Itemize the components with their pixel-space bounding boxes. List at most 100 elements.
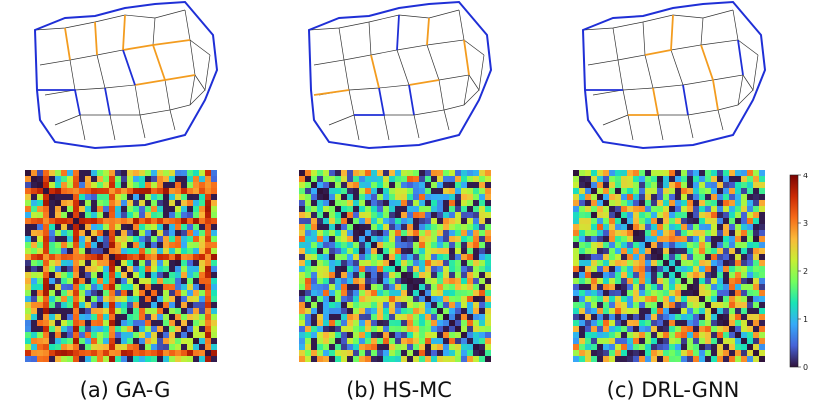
heatmap-cell bbox=[323, 182, 329, 188]
heatmap-cell bbox=[317, 284, 323, 290]
heatmap-cell bbox=[61, 338, 67, 344]
heatmap-cell bbox=[395, 230, 401, 236]
mesh-cut-edges bbox=[628, 14, 719, 116]
heatmap-cell bbox=[407, 326, 413, 332]
heatmap-cell bbox=[127, 212, 133, 218]
heatmap-cell bbox=[163, 224, 169, 230]
heatmap-cell bbox=[485, 326, 491, 332]
heatmap-cell bbox=[699, 176, 705, 182]
heatmap-cell bbox=[639, 176, 645, 182]
heatmap-cell bbox=[115, 224, 121, 230]
heatmap-cell bbox=[55, 182, 61, 188]
heatmap-cell bbox=[37, 350, 43, 356]
heatmap-cell bbox=[413, 182, 419, 188]
heatmap-cell bbox=[717, 176, 723, 182]
heatmap-cell bbox=[597, 302, 603, 308]
heatmap-cell bbox=[741, 212, 747, 218]
heatmap-cell bbox=[127, 350, 133, 356]
heatmap-cell bbox=[329, 212, 335, 218]
heatmap-cell bbox=[603, 284, 609, 290]
heatmap-cell bbox=[187, 176, 193, 182]
heatmap-cell bbox=[413, 194, 419, 200]
heatmap-cell bbox=[675, 236, 681, 242]
heatmap-cell bbox=[199, 188, 205, 194]
heatmap-cell bbox=[705, 350, 711, 356]
heatmap-cell bbox=[205, 272, 211, 278]
heatmap-cell bbox=[741, 188, 747, 194]
heatmap-cell bbox=[163, 218, 169, 224]
heatmap-cell bbox=[759, 260, 765, 266]
heatmap-cell bbox=[103, 188, 109, 194]
heatmap-cell bbox=[49, 260, 55, 266]
heatmap-cell bbox=[359, 212, 365, 218]
heatmap-cell bbox=[419, 176, 425, 182]
heatmap-cell bbox=[729, 254, 735, 260]
heatmap-cell bbox=[317, 170, 323, 176]
heatmap-cell bbox=[633, 182, 639, 188]
heatmap-cell bbox=[657, 344, 663, 350]
heatmap-cell bbox=[609, 170, 615, 176]
heatmap-cell bbox=[473, 308, 479, 314]
heatmap-cell bbox=[121, 320, 127, 326]
heatmap-cell bbox=[699, 344, 705, 350]
heatmap-cell bbox=[633, 296, 639, 302]
heatmap-cell bbox=[115, 308, 121, 314]
heatmap-cell bbox=[639, 212, 645, 218]
heatmap-cell bbox=[585, 242, 591, 248]
heatmap-cell bbox=[311, 242, 317, 248]
heatmap-cell bbox=[67, 206, 73, 212]
heatmap-cell bbox=[139, 260, 145, 266]
heatmap-cell bbox=[353, 302, 359, 308]
heatmap-cell bbox=[753, 332, 759, 338]
heatmap-cell bbox=[61, 170, 67, 176]
heatmap-cell bbox=[657, 242, 663, 248]
heatmap-cell bbox=[25, 356, 31, 362]
heatmap-cell bbox=[311, 332, 317, 338]
heatmap-cell bbox=[693, 170, 699, 176]
heatmap-cell bbox=[609, 344, 615, 350]
heatmap-cell bbox=[485, 242, 491, 248]
heatmap-cell bbox=[723, 176, 729, 182]
heatmap-cell bbox=[753, 212, 759, 218]
heatmap-cell bbox=[431, 206, 437, 212]
heatmap-cell bbox=[591, 230, 597, 236]
heatmap-cell bbox=[91, 224, 97, 230]
heatmap-cell bbox=[383, 302, 389, 308]
heatmap-cell bbox=[579, 170, 585, 176]
heatmap-cell bbox=[687, 344, 693, 350]
heatmap-cell bbox=[299, 188, 305, 194]
heatmap-cell bbox=[193, 248, 199, 254]
heatmap-cell bbox=[407, 338, 413, 344]
heatmap-cell bbox=[615, 242, 621, 248]
heatmap-cell bbox=[609, 206, 615, 212]
heatmap-cell bbox=[479, 314, 485, 320]
heatmap-cell bbox=[211, 338, 217, 344]
heatmap-cell bbox=[169, 206, 175, 212]
heatmap-cell bbox=[479, 326, 485, 332]
heatmap-cell bbox=[735, 188, 741, 194]
heatmap-cell bbox=[175, 302, 181, 308]
heatmap-cell bbox=[591, 302, 597, 308]
heatmap-cell bbox=[151, 278, 157, 284]
heatmap-cell bbox=[431, 230, 437, 236]
heatmap-cell bbox=[585, 206, 591, 212]
heatmap-cell bbox=[663, 200, 669, 206]
heatmap-cell bbox=[645, 278, 651, 284]
heatmap-cell bbox=[365, 308, 371, 314]
heatmap-cell bbox=[37, 278, 43, 284]
heatmap-cell bbox=[127, 344, 133, 350]
heatmap-cell bbox=[699, 314, 705, 320]
heatmap-cell bbox=[675, 278, 681, 284]
heatmap-cell bbox=[657, 206, 663, 212]
heatmap-cell bbox=[341, 302, 347, 308]
heatmap-cell bbox=[419, 182, 425, 188]
heatmap-cell bbox=[365, 356, 371, 362]
heatmap-cell bbox=[329, 284, 335, 290]
heatmap-cell bbox=[633, 314, 639, 320]
heatmap-cell bbox=[449, 236, 455, 242]
heatmap-cell bbox=[79, 176, 85, 182]
heatmap-cell bbox=[181, 344, 187, 350]
heatmap-cell bbox=[49, 236, 55, 242]
heatmap-cell bbox=[323, 272, 329, 278]
heatmap-cell bbox=[597, 320, 603, 326]
